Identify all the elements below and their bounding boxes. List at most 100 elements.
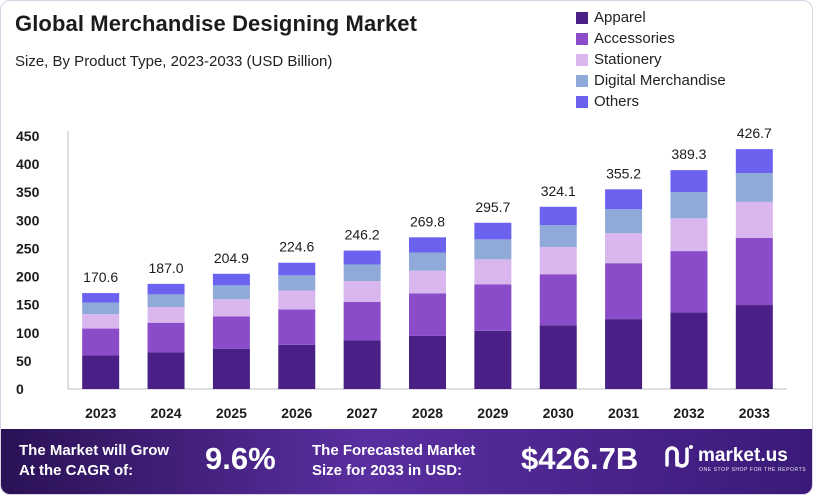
bar-segment <box>278 309 316 345</box>
bar-segment <box>735 201 773 238</box>
bar-segment <box>278 344 316 389</box>
x-tick-label: 2032 <box>673 405 704 421</box>
bar-segment <box>343 281 381 302</box>
bar-segment <box>474 259 512 285</box>
legend-label: Apparel <box>594 9 646 26</box>
legend-item: Stationery <box>576 49 726 70</box>
bar-segment <box>212 316 250 349</box>
bar-segment <box>670 191 708 219</box>
bar-segment <box>605 263 643 320</box>
chart-legend: Apparel Accessories Stationery Digital Merc… <box>576 7 726 112</box>
x-tick-label: 2033 <box>739 405 770 421</box>
bar-segment <box>474 222 512 240</box>
bar-segment <box>147 322 185 353</box>
y-tick-label: 450 <box>16 128 40 144</box>
bar-segment <box>82 355 120 389</box>
bar-segment <box>539 246 577 275</box>
x-tick-label: 2031 <box>608 405 639 421</box>
cagr-value: 9.6% <box>205 441 276 476</box>
bar-segment <box>539 325 577 389</box>
brand-name: market.us <box>698 445 788 466</box>
forecast-value: $426.7B <box>521 441 639 476</box>
bar-segment <box>735 305 773 389</box>
bar-total-label: 204.9 <box>214 250 249 266</box>
bar-total-label: 295.7 <box>475 199 510 215</box>
bar-segment <box>147 306 185 323</box>
bar-segment <box>474 284 512 331</box>
bar-segment <box>212 348 250 389</box>
brand-logo: market.us ONE STOP SHOP FOR THE REPORTS <box>664 441 806 476</box>
x-tick-label: 2030 <box>543 405 574 421</box>
legend-label: Accessories <box>594 30 675 47</box>
bar-segment <box>343 340 381 389</box>
y-tick-label: 250 <box>16 240 40 256</box>
bar-segment <box>735 149 773 174</box>
bar-segment <box>605 189 643 210</box>
bar-segment <box>212 299 250 317</box>
y-tick-label: 200 <box>16 269 40 285</box>
cagr-label-line1: The Market will Grow <box>19 442 170 459</box>
bar-segment <box>278 262 316 276</box>
bar-total-label: 246.2 <box>345 227 380 243</box>
bar-segment <box>82 302 120 315</box>
forecast-label-line1: The Forecasted Market <box>312 442 476 459</box>
bar-segment <box>343 301 381 341</box>
x-tick-label: 2024 <box>150 405 181 421</box>
bar-segment <box>82 293 120 303</box>
brand-tagline: ONE STOP SHOP FOR THE REPORTS <box>699 467 807 473</box>
bar-total-label: 269.8 <box>410 213 445 229</box>
bar-total-label: 224.6 <box>279 239 314 255</box>
bar-segment <box>409 252 446 271</box>
legend-swatch <box>576 95 588 108</box>
legend-item: Others <box>576 91 726 112</box>
legend-swatch <box>576 53 588 66</box>
legend-swatch <box>576 11 588 24</box>
bar-segment <box>82 328 120 356</box>
legend-swatch <box>576 74 588 87</box>
bar-segment <box>605 319 643 389</box>
y-tick-label: 100 <box>16 325 40 341</box>
bar-segment <box>147 294 185 307</box>
summary-banner: The Market will Grow At the CAGR of: 9.6… <box>1 429 812 494</box>
bar-segment <box>670 218 708 252</box>
bar-segment <box>735 173 773 202</box>
bar-segment <box>670 312 708 389</box>
x-tick-label: 2025 <box>216 405 247 421</box>
y-tick-label: 0 <box>16 381 24 397</box>
bar-segment <box>147 283 185 295</box>
bar-segment <box>474 330 512 389</box>
chart-subtitle: Size, By Product Type, 2023-2033 (USD Bi… <box>15 53 333 70</box>
bar-segment <box>539 274 577 326</box>
legend-item: Digital Merchandise <box>576 70 726 91</box>
y-tick-label: 300 <box>16 212 40 228</box>
bar-total-label: 389.3 <box>671 146 706 162</box>
legend-label: Digital Merchandise <box>594 72 726 89</box>
y-tick-label: 50 <box>16 353 32 369</box>
bar-segment <box>343 250 381 265</box>
bar-segment <box>735 237 773 306</box>
legend-label: Stationery <box>594 51 662 68</box>
bar-total-label: 170.6 <box>83 269 118 285</box>
y-tick-label: 350 <box>16 184 40 200</box>
bar-segment <box>605 233 643 264</box>
bar-total-label: 187.0 <box>149 260 184 276</box>
y-tick-label: 400 <box>16 156 40 172</box>
legend-label: Others <box>594 93 640 110</box>
bar-segment <box>212 285 250 300</box>
legend-swatch <box>576 32 588 45</box>
bar-segment <box>670 170 708 192</box>
x-tick-label: 2026 <box>281 405 312 421</box>
bar-segment <box>409 270 446 294</box>
legend-item: Apparel <box>576 7 726 28</box>
bar-segment <box>409 335 446 389</box>
bar-segment <box>539 206 577 226</box>
x-tick-label: 2029 <box>477 405 508 421</box>
cagr-label-line2: At the CAGR of: <box>19 462 134 479</box>
legend-item: Accessories <box>576 28 726 49</box>
bar-segment <box>670 251 708 313</box>
bar-total-label: 426.7 <box>737 125 772 141</box>
bar-segment <box>605 209 643 234</box>
bar-segment <box>278 290 316 310</box>
bar-segment <box>278 275 316 291</box>
